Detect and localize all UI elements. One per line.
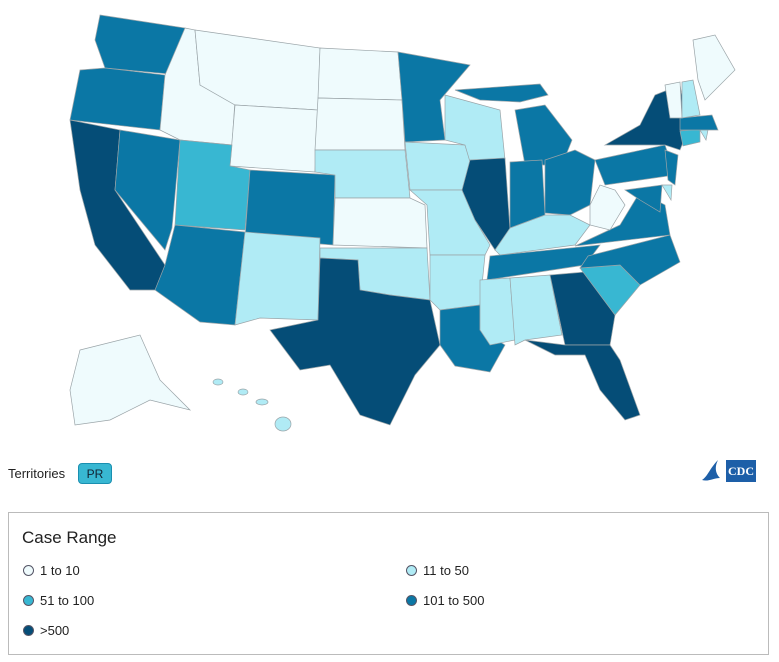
hhs-eagle	[702, 460, 720, 481]
state[interactable]	[69, 67, 166, 131]
legend-label: 51 to 100	[40, 593, 95, 608]
us-map	[69, 14, 736, 432]
state[interactable]	[314, 97, 406, 151]
legend: Case Range 1 to 10 11 to 50 51 to 100 101 t…	[8, 512, 769, 655]
legend-swatch	[406, 565, 417, 576]
state[interactable]	[544, 149, 596, 216]
state[interactable]	[692, 34, 736, 101]
state[interactable]	[429, 254, 486, 311]
state[interactable]	[699, 129, 709, 141]
state[interactable]	[255, 398, 269, 406]
state[interactable]	[479, 277, 516, 346]
state[interactable]	[212, 378, 224, 386]
legend-label: >500	[40, 623, 70, 638]
legend-item: >500	[23, 623, 69, 638]
legend-swatch	[23, 625, 34, 636]
territories-label: Territories	[8, 466, 66, 481]
legend-swatch	[406, 595, 417, 606]
legend-swatch	[23, 595, 34, 606]
state[interactable]	[454, 83, 549, 103]
state[interactable]	[229, 104, 319, 173]
state[interactable]	[594, 144, 676, 186]
legend-label: 101 to 500	[423, 593, 485, 608]
state[interactable]	[94, 14, 186, 76]
cdc-text: CDC	[726, 460, 756, 482]
state[interactable]	[549, 271, 616, 346]
cdc-logo: CDC	[698, 456, 758, 486]
state[interactable]	[509, 274, 563, 346]
legend-item: 11 to 50	[406, 563, 469, 578]
state[interactable]	[624, 184, 663, 213]
legend-item: 101 to 500	[406, 593, 484, 608]
legend-label: 11 to 50	[423, 563, 470, 578]
state[interactable]	[332, 197, 428, 249]
state[interactable]	[114, 129, 181, 251]
territory-button[interactable]: PR	[78, 463, 112, 484]
state[interactable]	[69, 334, 192, 426]
state[interactable]	[274, 416, 292, 432]
legend-item: 1 to 10	[23, 563, 80, 578]
state[interactable]	[237, 388, 249, 396]
state[interactable]	[679, 114, 719, 131]
state[interactable]	[661, 184, 673, 202]
legend-item: 51 to 100	[23, 593, 94, 608]
state[interactable]	[589, 184, 626, 231]
state[interactable]	[524, 339, 641, 421]
state[interactable]	[234, 231, 321, 326]
legend-swatch	[23, 565, 34, 576]
legend-label: 1 to 10	[40, 563, 80, 578]
state[interactable]	[269, 257, 441, 426]
state[interactable]	[664, 149, 679, 186]
state[interactable]	[679, 128, 701, 147]
state[interactable]	[681, 79, 701, 119]
state[interactable]	[494, 214, 591, 256]
legend-title: Case Range	[22, 528, 117, 547]
state[interactable]	[317, 47, 403, 101]
